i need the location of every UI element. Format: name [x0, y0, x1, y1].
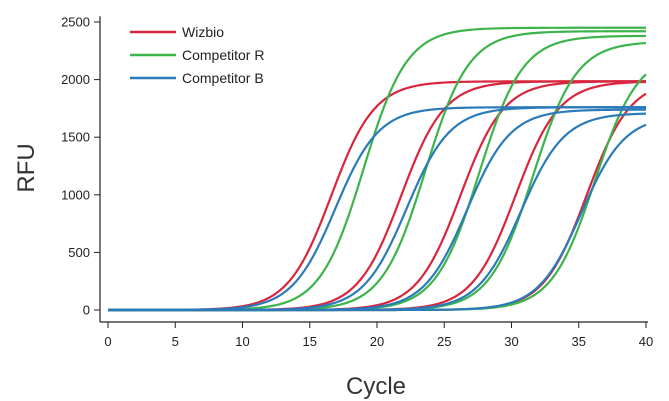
x-tick-label: 10	[235, 334, 249, 349]
amplification-curves	[108, 26, 647, 312]
curve-wizbio-4	[108, 80, 647, 312]
x-tick-label: 40	[639, 334, 653, 349]
x-tick-label: 35	[572, 334, 586, 349]
curve-wizbio-2	[108, 80, 646, 312]
curve-competitor-r-5	[108, 73, 647, 312]
y-axis-title: RFU	[13, 143, 40, 192]
y-tick-label: 1500	[61, 130, 90, 145]
legend-label: Wizbio	[182, 24, 224, 40]
legend-label: Competitor B	[182, 70, 264, 86]
legend-item: Competitor R	[130, 47, 264, 63]
legend: Wizbio Competitor R Competitor B	[130, 24, 264, 86]
legend-label: Competitor R	[182, 47, 264, 63]
curve-wizbio-3	[108, 80, 647, 312]
curve-competitor-b-2	[108, 106, 646, 312]
legend-item: Competitor B	[130, 70, 264, 86]
y-tick-label: 500	[68, 245, 90, 260]
curve-competitor-b-3	[108, 108, 647, 312]
y-tick-label: 2500	[61, 15, 90, 30]
curve-wizbio-1	[108, 80, 646, 312]
x-tick-label: 20	[370, 334, 384, 349]
axes: 0 5 10 15 20 25 30 35 40 0 500 1000 1500 2000 2500	[61, 15, 653, 350]
x-tick-label: 0	[104, 334, 111, 349]
series-wizbio	[108, 80, 647, 312]
x-tick-label: 30	[504, 334, 518, 349]
legend-item: Wizbio	[130, 24, 224, 40]
x-axis-title: Cycle	[346, 373, 406, 400]
x-tick-label: 15	[303, 334, 317, 349]
y-tick-label: 1000	[61, 187, 90, 202]
curve-competitor-b-1	[108, 106, 646, 312]
x-tick-label: 5	[172, 334, 179, 349]
curve-competitor-b-5	[108, 123, 647, 312]
series-competitor-b	[108, 106, 647, 312]
x-tick-label: 25	[437, 334, 451, 349]
y-tick-label: 0	[83, 303, 90, 318]
curve-competitor-b-4	[108, 112, 647, 312]
y-tick-label: 2000	[61, 72, 90, 87]
